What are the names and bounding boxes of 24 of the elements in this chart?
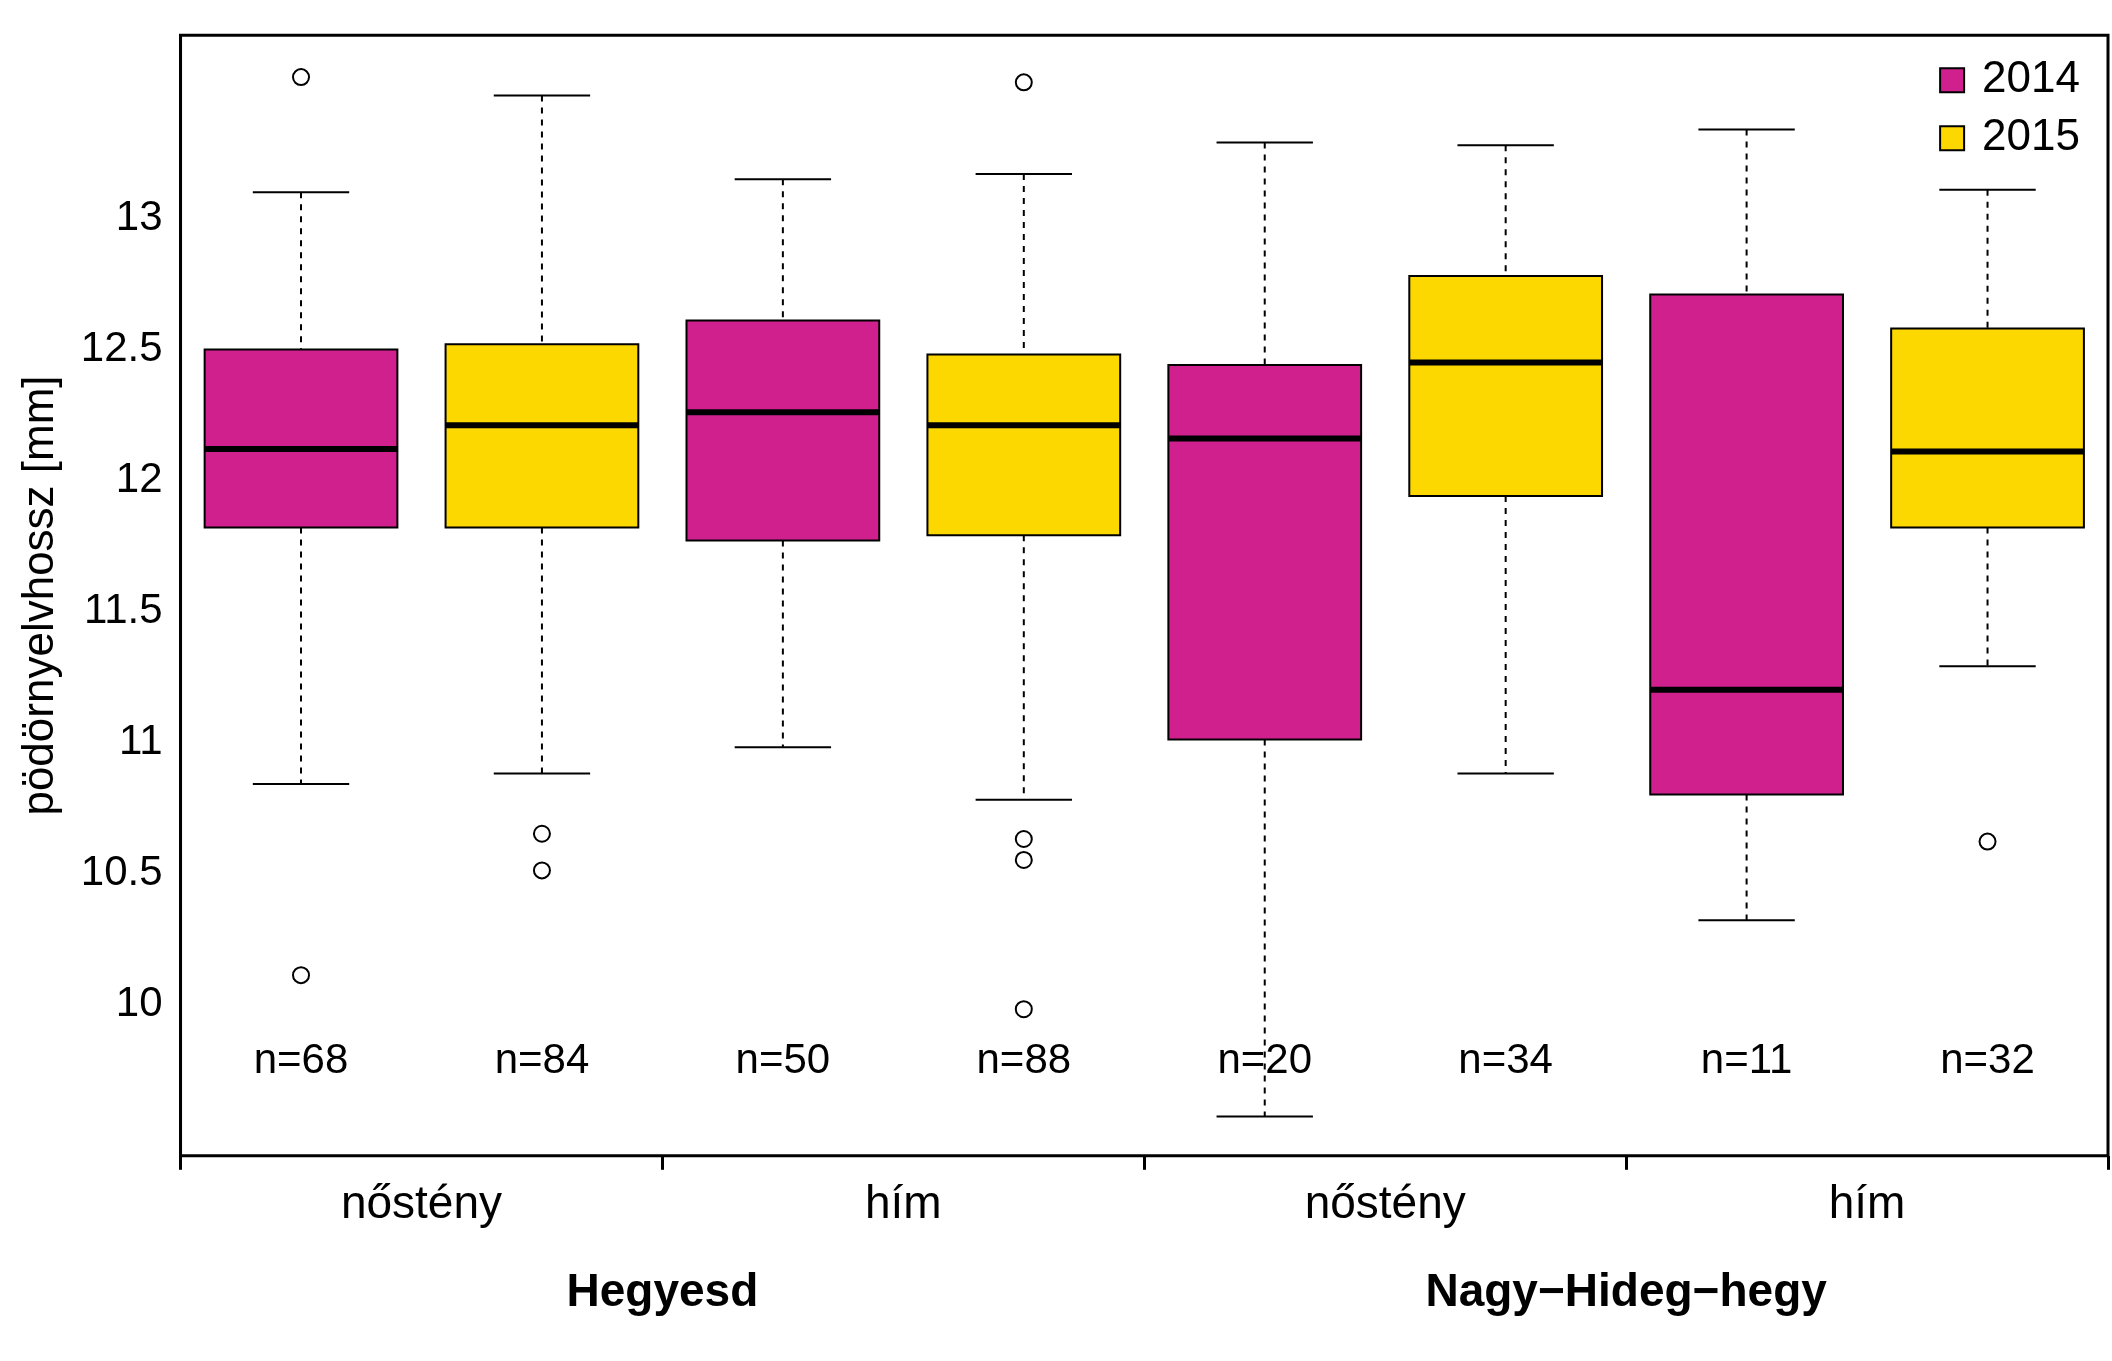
y-tick-label: 12: [115, 453, 163, 501]
text: Hegyesd: [566, 1263, 759, 1316]
text: n=50: [735, 1034, 831, 1082]
text: n=84: [494, 1034, 590, 1082]
y-tick-label: 13: [115, 192, 163, 240]
text: Nagy−Hideg−hegy: [1425, 1263, 1828, 1316]
legend-label: 2014: [1982, 52, 2081, 102]
y-tick-label: 11.5: [83, 584, 163, 632]
y-tick-label: 10.5: [80, 846, 163, 894]
text: n=32: [1940, 1034, 2035, 1082]
text: n=88: [976, 1034, 1072, 1082]
text: n=20: [1217, 1034, 1313, 1082]
text: n=11: [1700, 1034, 1793, 1082]
y-axis-title: pödörnyelvhossz [mm]: [12, 375, 62, 816]
text: n=68: [253, 1034, 349, 1082]
y-tick-label: 12.5: [80, 322, 163, 370]
x-tick-label: nőstény: [340, 1176, 503, 1229]
x-tick-label: hím: [865, 1176, 942, 1229]
y-tick-label: 10: [115, 977, 163, 1025]
legend-label: 2015: [1982, 110, 2081, 160]
y-tick-label: 11: [118, 715, 163, 763]
x-tick-label: hím: [1828, 1176, 1906, 1229]
x-tick-label: nőstény: [1304, 1176, 1466, 1229]
text: n=34: [1458, 1034, 1553, 1082]
